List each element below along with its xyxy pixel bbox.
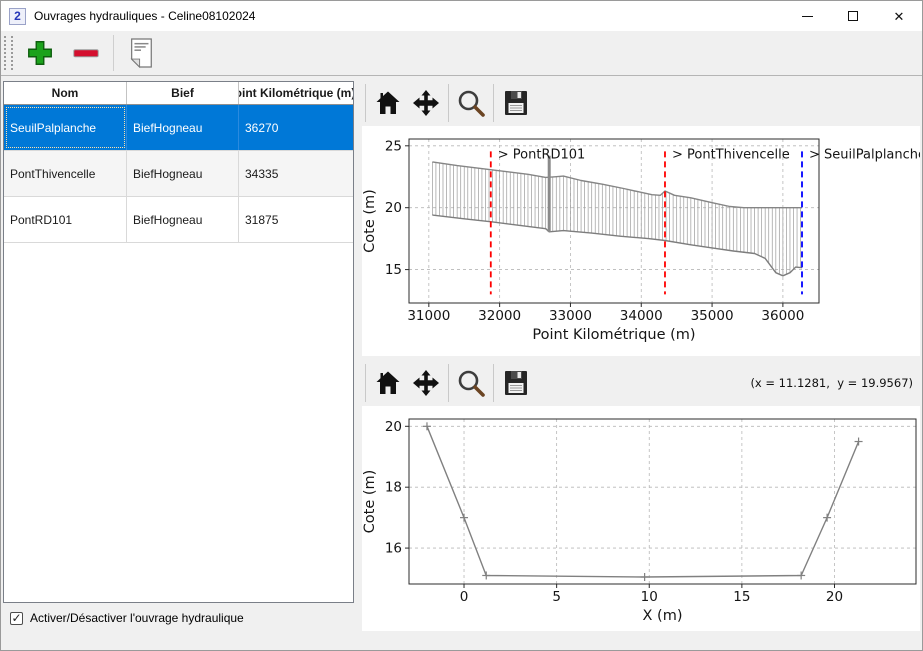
toolbar-separator (365, 363, 366, 402)
cell-pk[interactable]: 34335 (245, 166, 279, 181)
activate-checkbox[interactable]: ✓ (10, 611, 23, 625)
minus-icon (73, 49, 99, 58)
svg-text:Cote (m): Cote (m) (362, 470, 378, 534)
toolbar-separator (113, 35, 114, 71)
pan-icon (413, 89, 439, 116)
svg-text:Point Kilométrique (m): Point Kilométrique (m) (532, 327, 695, 343)
svg-text:20: 20 (385, 200, 402, 216)
pan-icon (413, 369, 439, 396)
toolbar-separator (365, 83, 366, 122)
titlebar: 2 Ouvrages hydrauliques - Celine08102024… (1, 1, 922, 31)
save-icon (505, 370, 527, 395)
cell-nom[interactable]: PontRD101 (4, 197, 127, 242)
profile-chart[interactable]: 31000 32000 33000 34000 35000 36000 15 20 25 Poin… (362, 126, 922, 356)
home-icon (376, 371, 400, 394)
plus-icon (28, 41, 52, 65)
maximize-icon (848, 11, 858, 21)
svg-text:34000: 34000 (620, 308, 663, 324)
table-row[interactable]: PontRD101 BiefHogneau 31875 (4, 197, 353, 243)
main-toolbar (1, 31, 922, 76)
charts-panel: 31000 32000 33000 34000 35000 36000 15 20 25 Poin… (359, 77, 922, 650)
section-chart-container: 0 5 10 15 20 16 18 20 X (m) Cote (m) (362, 406, 920, 631)
cell-nom[interactable]: PontThivencelle (4, 151, 127, 196)
save-button[interactable] (497, 83, 535, 123)
pan-button[interactable] (407, 83, 445, 123)
svg-text:> PontThivencelle: > PontThivencelle (672, 147, 790, 162)
cursor-coordinates: (x = 11.1281, y = 19.9567) (750, 375, 913, 390)
toolbar-separator (493, 363, 494, 402)
close-icon: ✕ (893, 8, 905, 24)
svg-text:18: 18 (385, 480, 402, 496)
svg-text:36000: 36000 (761, 308, 804, 324)
cell-pk[interactable]: 36270 (245, 120, 279, 135)
cell-bief[interactable]: BiefHogneau (127, 197, 239, 242)
cell-nom[interactable]: SeuilPalplanche (4, 105, 127, 150)
svg-text:31000: 31000 (407, 308, 450, 324)
svg-text:16: 16 (385, 541, 402, 557)
section-chart-toolbar: (x = 11.1281, y = 19.9567) (362, 359, 919, 406)
home-button[interactable] (369, 363, 407, 403)
cell-pk[interactable]: 31875 (245, 212, 279, 227)
activate-checkbox-label: Activer/Désactiver l'ouvrage hydraulique (30, 611, 244, 625)
svg-text:32000: 32000 (478, 308, 521, 324)
check-icon: ✓ (11, 611, 22, 625)
column-header-pk[interactable]: Point Kilométrique (m) (239, 86, 353, 100)
add-ouvrage-button[interactable] (21, 33, 59, 73)
notes-icon (130, 38, 152, 69)
svg-text:5: 5 (552, 589, 561, 605)
column-header-nom[interactable]: Nom (4, 82, 127, 104)
svg-text:> SeuilPalplanche: > SeuilPalplanche (809, 147, 920, 162)
svg-text:10: 10 (641, 589, 658, 605)
zoom-icon (458, 370, 485, 397)
svg-text:20: 20 (826, 589, 843, 605)
svg-text:> PontRD101: > PontRD101 (498, 147, 586, 162)
svg-text:33000: 33000 (549, 308, 592, 324)
cell-bief[interactable]: BiefHogneau (127, 105, 239, 150)
toolbar-separator (448, 363, 449, 402)
window-title: Ouvrages hydrauliques - Celine08102024 (34, 9, 256, 23)
table-row[interactable]: SeuilPalplanche BiefHogneau 36270 (4, 105, 353, 151)
toolbar-separator (448, 83, 449, 122)
toolbar-separator (493, 83, 494, 122)
zoom-button[interactable] (452, 363, 490, 403)
toolbar-grip[interactable] (4, 36, 13, 70)
cell-bief[interactable]: BiefHogneau (127, 151, 239, 196)
svg-text:25: 25 (385, 138, 402, 154)
profile-chart-toolbar (362, 79, 919, 126)
svg-text:X (m): X (m) (643, 608, 683, 624)
svg-text:15: 15 (733, 589, 750, 605)
activate-checkbox-row: ✓ Activer/Désactiver l'ouvrage hydrauliq… (10, 611, 244, 625)
save-button[interactable] (497, 363, 535, 403)
home-button[interactable] (369, 83, 407, 123)
pan-button[interactable] (407, 363, 445, 403)
maximize-button[interactable] (830, 1, 876, 31)
column-header-bief[interactable]: Bief (127, 82, 239, 104)
cross-section-chart[interactable]: 0 5 10 15 20 16 18 20 X (m) Cote (m) (362, 406, 920, 631)
svg-text:35000: 35000 (691, 308, 734, 324)
notes-button[interactable] (122, 33, 160, 73)
table-row[interactable]: PontThivencelle BiefHogneau 34335 (4, 151, 353, 197)
app-icon: 2 (9, 7, 26, 25)
home-icon (376, 91, 400, 114)
zoom-button[interactable] (452, 83, 490, 123)
profile-chart-container: 31000 32000 33000 34000 35000 36000 15 20 25 Poin… (362, 126, 922, 356)
minimize-icon (801, 15, 813, 17)
save-icon (505, 90, 527, 115)
ouvrages-table: Nom Bief Point Kilométrique (m) SeuilPal… (3, 81, 354, 603)
svg-text:15: 15 (385, 262, 402, 278)
table-header: Nom Bief Point Kilométrique (m) (4, 82, 353, 105)
window-controls: ✕ (784, 1, 922, 31)
zoom-icon (458, 90, 485, 117)
svg-text:20: 20 (385, 419, 402, 435)
minimize-button[interactable] (784, 1, 830, 31)
svg-text:0: 0 (460, 589, 469, 605)
svg-text:Cote (m): Cote (m) (362, 189, 378, 253)
content-area: Nom Bief Point Kilométrique (m) SeuilPal… (1, 77, 922, 650)
remove-ouvrage-button[interactable] (67, 33, 105, 73)
close-button[interactable]: ✕ (876, 1, 922, 31)
